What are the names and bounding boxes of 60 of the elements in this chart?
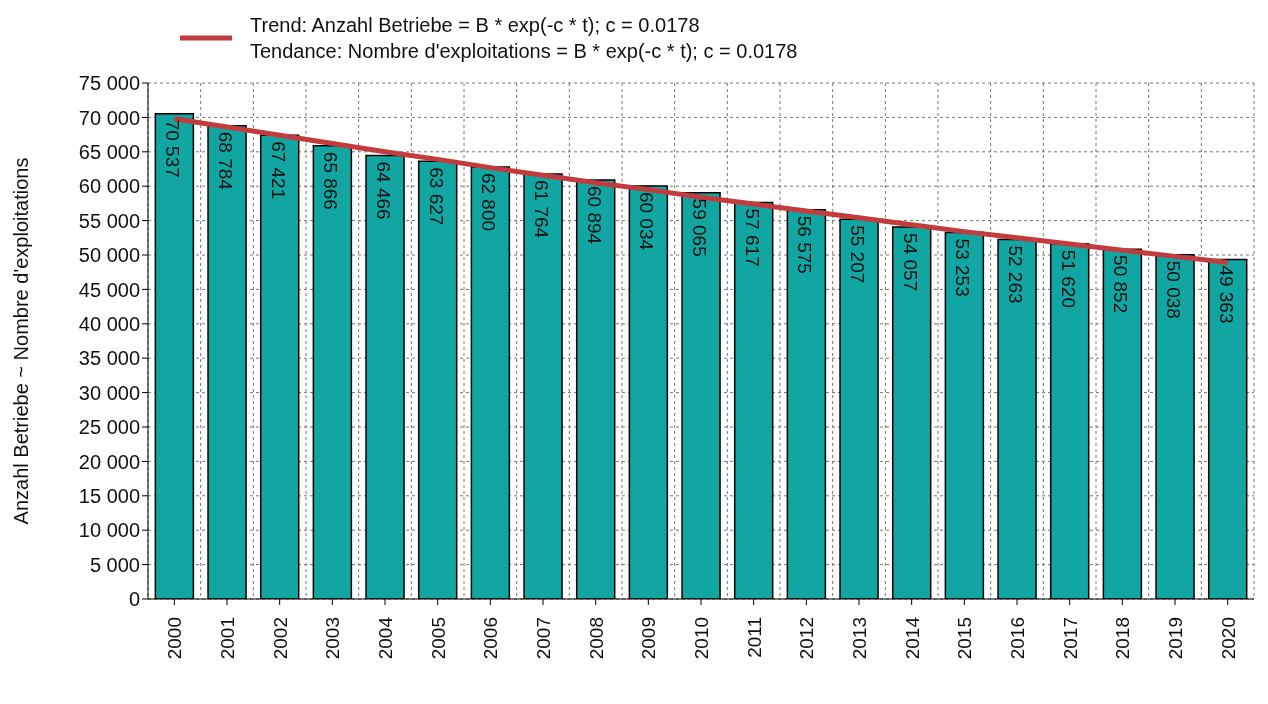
y-tick-label: 40 000 <box>78 312 140 335</box>
data-label: 51 620 <box>1057 249 1079 308</box>
y-tick-label: 10 000 <box>78 519 140 542</box>
data-label: 62 800 <box>478 172 500 232</box>
y-tick-label: 20 000 <box>78 450 140 473</box>
y-tick-label: 0 <box>128 588 140 611</box>
y-tick-label: 65 000 <box>78 140 140 163</box>
data-label: 49 363 <box>1215 265 1237 324</box>
y-axis-title: Anzahl Betriebe ~ Nombre d'exploitations <box>10 157 33 525</box>
data-label: 70 537 <box>162 119 184 178</box>
data-label: 53 253 <box>952 238 974 297</box>
y-tick-label: 30 000 <box>78 381 140 404</box>
y-tick-label: 50 000 <box>78 244 140 267</box>
data-label: 64 466 <box>373 161 395 220</box>
x-tick-label: 2014 <box>901 616 923 660</box>
data-label: 56 575 <box>794 215 816 274</box>
data-label: 54 057 <box>899 233 921 292</box>
data-label: 57 617 <box>741 208 763 267</box>
x-tick-label: 2017 <box>1059 617 1081 660</box>
data-label: 52 263 <box>1005 245 1027 304</box>
x-tick-label: 2009 <box>638 617 660 660</box>
x-tick-label: 2018 <box>1112 617 1134 660</box>
x-tick-label: 2003 <box>322 617 344 660</box>
x-tick-label: 2006 <box>480 617 502 660</box>
x-tick-label: 2013 <box>849 617 870 660</box>
y-tick-label: 70 000 <box>78 106 140 129</box>
x-tick-label: 2010 <box>691 617 712 660</box>
x-tick-label: 2016 <box>1007 617 1028 660</box>
data-label: 65 866 <box>320 151 342 210</box>
y-tick-label: 25 000 <box>78 416 140 439</box>
y-tick-label: 55 000 <box>78 209 140 232</box>
x-tick-label: 2008 <box>585 617 607 660</box>
y-tick-label: 45 000 <box>78 278 140 301</box>
x-tick-label: 2019 <box>1165 617 1186 660</box>
y-tick-label: 5 000 <box>89 553 140 576</box>
y-tick-label: 15 000 <box>78 484 140 507</box>
data-label: 59 065 <box>689 198 711 257</box>
x-tick-label: 2000 <box>164 617 186 660</box>
data-label: 68 784 <box>215 131 237 191</box>
x-tick-label: 2020 <box>1217 617 1239 660</box>
x-tick-label: 2005 <box>427 617 449 660</box>
data-label: 50 038 <box>1163 260 1185 319</box>
data-label: 61 764 <box>531 180 553 239</box>
data-label: 60 034 <box>636 191 658 251</box>
y-tick-label: 35 000 <box>78 347 140 370</box>
data-label: 67 421 <box>267 141 289 200</box>
x-tick-label: 2011 <box>743 617 765 658</box>
legend-label: Trend: Anzahl Betriebe = B * exp(-c * t); c = 0.0178 Tendance: Nombre d'exploitations = B * exp(-c * t); c = 0.0178 <box>250 13 798 64</box>
x-tick-label: 2007 <box>533 617 554 660</box>
data-label: 55 207 <box>847 225 869 284</box>
data-label: 50 852 <box>1110 255 1132 314</box>
x-tick-label: 2001 <box>217 617 238 660</box>
x-tick-label: 2015 <box>954 617 976 660</box>
x-tick-label: 2002 <box>269 617 291 660</box>
x-tick-label: 2012 <box>796 617 818 660</box>
x-tick-label: 2004 <box>375 616 396 660</box>
data-label: 60 894 <box>583 186 605 245</box>
y-tick-label: 75 000 <box>78 72 140 95</box>
data-label: 63 627 <box>425 167 447 226</box>
y-tick-label: 60 000 <box>78 175 140 198</box>
